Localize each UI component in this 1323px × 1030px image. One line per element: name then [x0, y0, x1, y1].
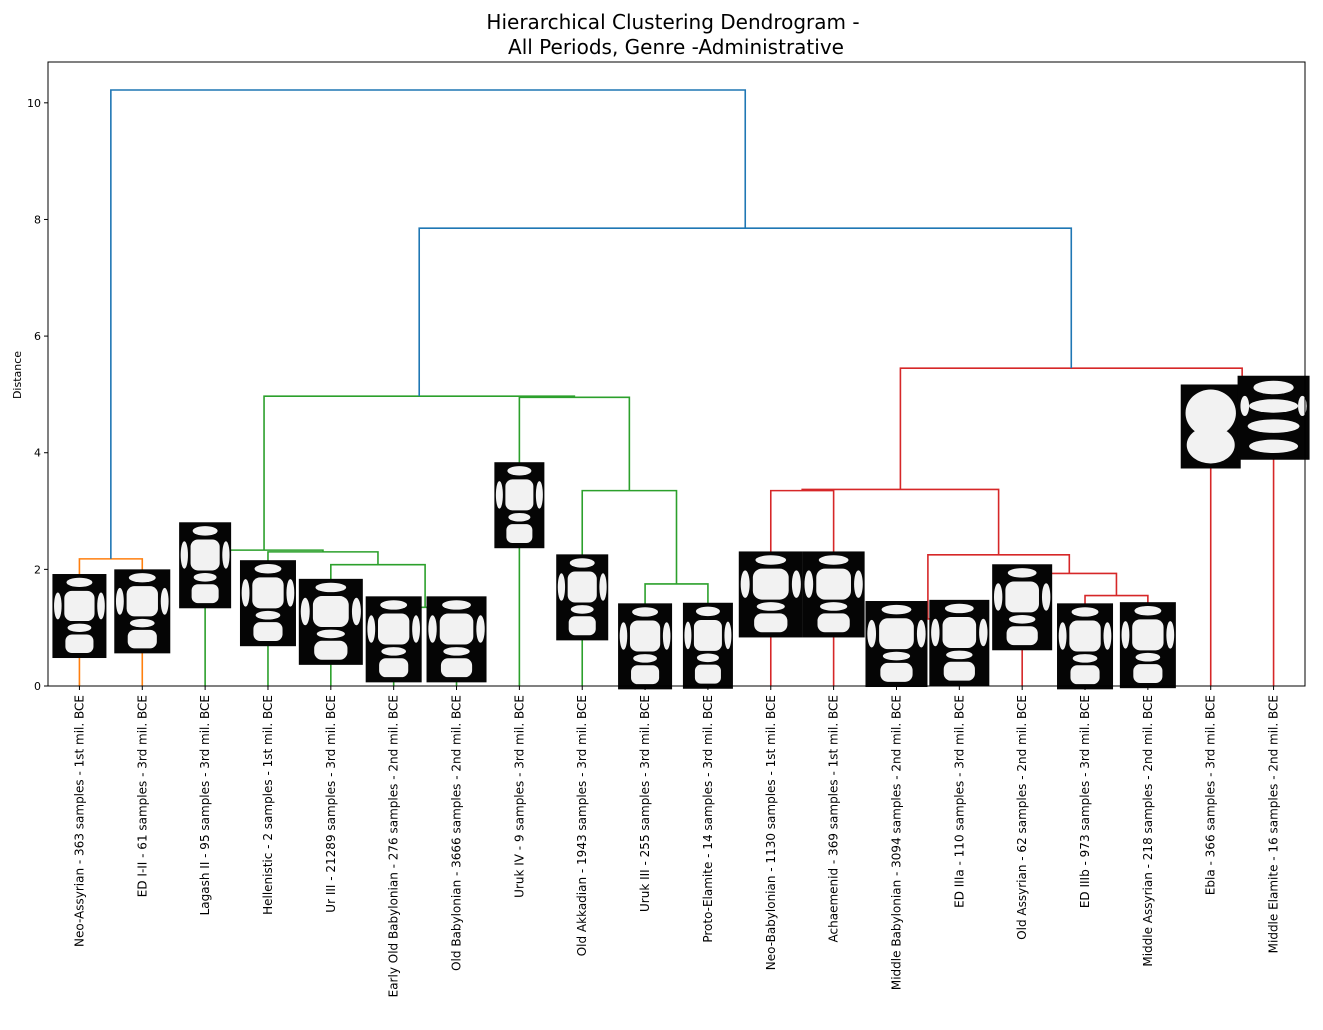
dendrogram-link: [418, 227, 1073, 397]
leaf-thumbnail: [52, 574, 107, 659]
leaf-label: Uruk IV - 9 samples - 3rd mil. BCE: [512, 695, 526, 898]
leaf-label: Neo-Babylonian - 1130 samples - 1st mil.…: [764, 695, 778, 970]
leaf-label: ED IIIa - 110 samples - 3rd mil. BCE: [952, 695, 966, 908]
chart-title-line-1: Hierarchical Clustering Dendrogram -: [486, 10, 859, 34]
leaf-label: Early Old Babylonian - 276 samples - 2nd…: [387, 695, 401, 997]
leaf-thumbnail: [179, 522, 232, 609]
leaf-thumbnails: [52, 375, 1310, 690]
leaf-thumbnail: [992, 564, 1053, 651]
leaf-label: Old Babylonian - 3666 samples - 2nd mil.…: [450, 695, 464, 971]
plot-frame: [47, 61, 1306, 687]
leaf-thumbnail: [114, 569, 171, 654]
y-tick-label: 0: [34, 680, 41, 693]
leaf-label: Middle Babylonian - 3094 samples - 2nd m…: [889, 695, 903, 990]
leaf-label: Middle Assyrian - 218 samples - 2nd mil.…: [1141, 695, 1155, 967]
leaf-label: Ebla - 366 samples - 3rd mil. BCE: [1204, 695, 1218, 895]
dendrogram-link: [263, 395, 576, 551]
leaf-thumbnail: [365, 596, 422, 683]
leaf-thumbnail: [1180, 384, 1241, 469]
leaf-thumbnail: [426, 596, 487, 683]
leaf-label: Neo-Assyrian - 363 samples - 1st mil. BC…: [72, 695, 86, 947]
y-tick-label: 10: [27, 97, 41, 110]
leaf-thumbnail: [1057, 603, 1114, 690]
leaf-thumbnail: [298, 578, 363, 665]
leaf-label: Old Assyrian - 62 samples - 2nd mil. BCE: [1015, 695, 1029, 940]
leaf-label: Achaemenid - 369 samples - 1st mil. BCE: [827, 695, 841, 942]
leaf-thumbnail: [1237, 375, 1310, 460]
y-tick-label: 8: [34, 213, 41, 226]
y-tick-label: 2: [34, 563, 41, 576]
leaf-thumbnail: [239, 560, 296, 647]
leaf-label: Uruk III - 255 samples - 3rd mil. BCE: [638, 695, 652, 912]
leaf-label: ED I-II - 61 samples - 3rd mil. BCE: [135, 695, 149, 897]
leaf-thumbnail: [865, 601, 928, 688]
y-tick-label: 6: [34, 330, 41, 343]
leaf-thumbnail: [929, 599, 990, 686]
leaf-label: Middle Elamite - 16 samples - 2nd mil. B…: [1267, 695, 1281, 953]
chart-title-line-2: All Periods, Genre -Administrative: [508, 35, 844, 59]
x-axis-leaf-labels: Neo-Assyrian - 363 samples - 1st mil. BC…: [72, 686, 1281, 997]
leaf-thumbnail: [618, 603, 673, 690]
leaf-thumbnail: [494, 462, 545, 549]
leaf-thumbnail: [556, 554, 609, 641]
y-axis-label: Distance: [11, 351, 24, 399]
leaf-thumbnail: [738, 551, 803, 638]
leaf-thumbnail: [1119, 602, 1176, 689]
leaf-thumbnail: [802, 551, 865, 638]
leaf-label: Old Akkadian - 1943 samples - 3rd mil. B…: [575, 695, 589, 956]
y-axis-ticks: 0 2 4 6 8 10: [27, 97, 48, 693]
leaf-thumbnail: [682, 602, 733, 689]
dendrogram-link: [110, 89, 747, 559]
leaf-label: ED IIIb - 973 samples - 3rd mil. BCE: [1078, 695, 1092, 908]
leaf-label: Hellenistic - 2 samples - 1st mil. BCE: [261, 695, 275, 915]
dendrogram-link: [801, 488, 1000, 555]
leaf-label: Proto-Elamite - 14 samples - 3rd mil. BC…: [701, 695, 715, 943]
y-tick-label: 4: [34, 447, 41, 460]
dendrogram-link: [204, 549, 324, 686]
leaf-label: Lagash II - 95 samples - 3rd mil. BCE: [198, 695, 212, 915]
leaf-label: Ur III - 21289 samples - 3rd mil. BCE: [324, 695, 338, 913]
